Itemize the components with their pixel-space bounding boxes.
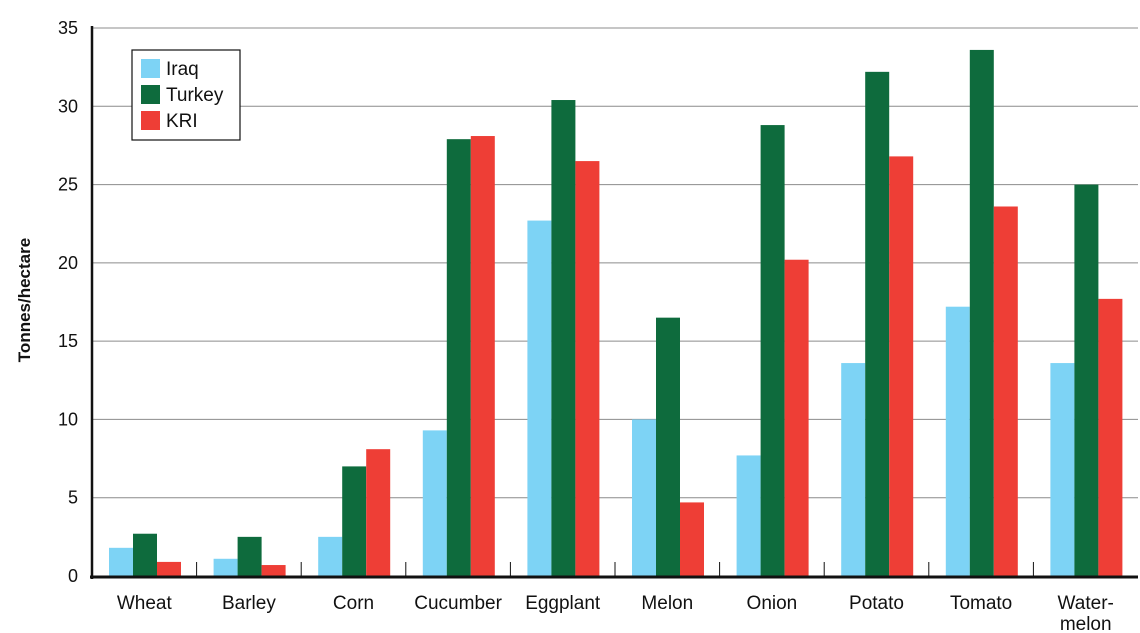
x-tick-label: melon (1060, 614, 1112, 633)
bar-iraq-3 (422, 430, 447, 576)
legend-label-turkey: Turkey (166, 85, 224, 106)
bar-iraq-4 (527, 220, 552, 576)
bar-kri-0 (157, 561, 181, 576)
y-tick-label: 5 (68, 488, 78, 508)
axes (90, 26, 1138, 579)
bar-iraq-1 (213, 558, 238, 576)
bar-turkey-0 (133, 533, 157, 576)
bar-kri-6 (784, 259, 809, 576)
bar-iraq-6 (736, 455, 761, 576)
bar-iraq-7 (841, 363, 866, 576)
bar-iraq-8 (945, 306, 970, 576)
legend-label-kri: KRI (166, 111, 198, 132)
bar-turkey-1 (237, 536, 262, 576)
bar-turkey-4 (551, 100, 576, 576)
legend-swatch-iraq (141, 59, 160, 78)
bar-kri-3 (470, 136, 495, 576)
bar-turkey-6 (760, 125, 785, 577)
x-tick-labels: Wheat Barley Corn Cucumber Eggplant Melon Onio… (117, 593, 1114, 633)
y-axis-title: Tonnes/hectare (15, 238, 34, 362)
bar-kri-4 (575, 161, 600, 577)
bar-turkey-3 (446, 139, 471, 576)
x-tick-label: Water- (1058, 593, 1114, 614)
legend: Iraq Turkey KRI (131, 49, 241, 141)
x-tick-label: Tomato (950, 593, 1012, 614)
bar-turkey-7 (865, 71, 890, 576)
y-tick-label: 30 (58, 96, 78, 116)
x-tick-label: Corn (333, 593, 374, 614)
x-tick-label: Barley (222, 593, 276, 614)
x-tick-label: Eggplant (525, 593, 601, 614)
legend-swatch-kri (141, 111, 160, 130)
bars (109, 49, 1123, 577)
x-tick-label: Cucumber (414, 593, 502, 614)
bar-turkey-9 (1074, 184, 1099, 577)
bar-turkey-8 (969, 49, 994, 577)
x-tick-label: Potato (849, 593, 904, 614)
y-tick-label: 35 (58, 18, 78, 38)
legend-label-iraq: Iraq (166, 59, 199, 80)
bar-kri-8 (993, 206, 1018, 576)
bar-iraq-9 (1050, 363, 1075, 576)
bar-iraq-0 (109, 547, 133, 576)
y-tick-labels: 0 5 10 15 20 25 30 35 (58, 18, 78, 586)
bar-kri-5 (680, 502, 704, 576)
bar-kri-7 (889, 156, 914, 577)
x-tick-label: Wheat (117, 593, 173, 614)
bar-turkey-5 (656, 317, 680, 576)
y-tick-label: 20 (58, 253, 78, 273)
bar-kri-9 (1098, 298, 1123, 576)
x-tick-label: Melon (641, 593, 693, 614)
gridlines (92, 27, 1138, 499)
bar-turkey-2 (342, 466, 367, 576)
y-tick-label: 10 (58, 409, 78, 429)
bar-iraq-2 (318, 536, 343, 576)
y-tick-label: 0 (68, 566, 78, 586)
bar-kri-1 (261, 565, 286, 576)
bar-iraq-5 (632, 419, 656, 576)
x-tick-label: Onion (747, 593, 798, 614)
legend-swatch-turkey (141, 85, 160, 104)
y-tick-label: 15 (58, 331, 78, 351)
y-tick-label: 25 (58, 175, 78, 195)
bar-kri-2 (366, 449, 391, 576)
